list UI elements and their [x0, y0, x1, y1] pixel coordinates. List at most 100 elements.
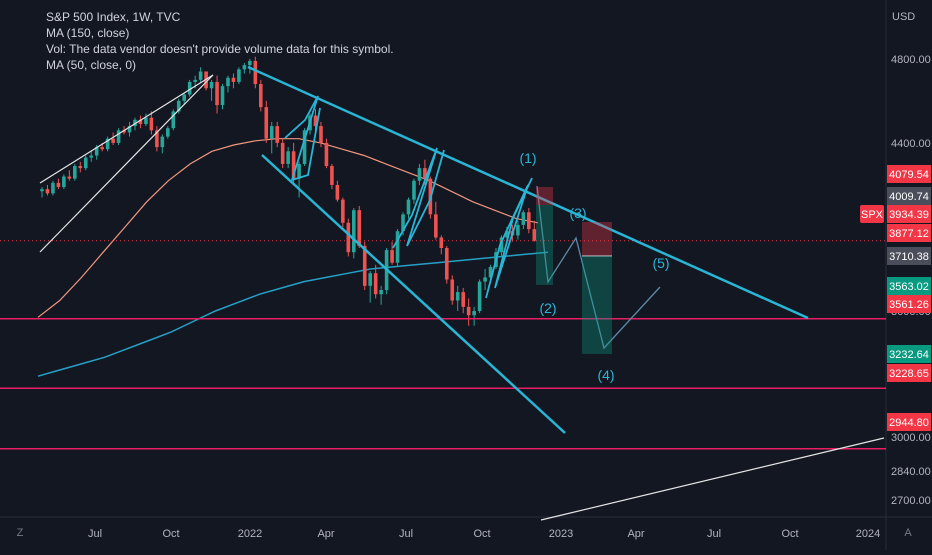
- candle-body: [116, 130, 121, 143]
- drawings: (1) (2) (3) (4) (5): [0, 65, 886, 521]
- moving-averages: [37, 138, 549, 377]
- ma150-legend[interactable]: MA (150, close): [46, 26, 130, 40]
- candle-body: [67, 176, 72, 179]
- symbol-tag: [860, 205, 884, 223]
- candle-body: [319, 126, 323, 143]
- x-tick-label: Jul: [88, 528, 102, 540]
- target-box-2: [582, 256, 612, 354]
- price-tag: [887, 345, 931, 363]
- candle-body: [286, 151, 290, 164]
- timezone-z-button[interactable]: Z: [16, 527, 24, 539]
- price-tag-label: 3563.02: [889, 281, 929, 293]
- candle-body: [40, 189, 44, 192]
- price-tag-label: 2944.80: [889, 417, 929, 429]
- candle-body: [83, 157, 88, 169]
- currency-label: USD: [892, 11, 915, 23]
- price-tag-label: 3232.64: [889, 349, 929, 361]
- candle-body: [220, 86, 225, 106]
- candle-body: [198, 71, 203, 80]
- x-tick-label: Jul: [399, 528, 413, 540]
- rising-line-1: [39, 74, 214, 253]
- candle-body: [56, 182, 61, 188]
- candle-body: [417, 168, 422, 181]
- x-tick-label: 2024: [856, 528, 880, 540]
- price-tag-label: 3934.39: [889, 209, 929, 221]
- candle-body: [395, 231, 400, 263]
- wedge-3: [485, 177, 533, 299]
- candle-body: [373, 273, 378, 295]
- candle-body: [362, 245, 367, 286]
- wave-label: (5): [652, 255, 669, 271]
- ma50-legend[interactable]: MA (50, close, 0): [46, 58, 137, 72]
- candle-body: [313, 115, 318, 127]
- price-tag: [887, 187, 931, 205]
- target-box-1: [536, 205, 553, 285]
- price-tag-label: 3877.12: [889, 228, 929, 240]
- candle-body: [171, 111, 176, 129]
- candle-body: [193, 79, 197, 82]
- candle-body: [122, 130, 126, 133]
- candle-body: [297, 163, 301, 179]
- candle-body: [275, 126, 280, 143]
- candle-body: [472, 311, 476, 316]
- price-tag: [887, 364, 931, 382]
- candle-body: [182, 94, 187, 101]
- candle-body: [439, 237, 444, 248]
- candle-body: [330, 166, 334, 185]
- price-tag: [887, 295, 931, 313]
- y-tick-label: 4800.00: [891, 54, 931, 66]
- candle-body: [291, 151, 296, 179]
- chart-legend: S&P 500 Index, 1W, TVC MA (150, close) V…: [46, 9, 394, 73]
- candle-body: [341, 199, 345, 223]
- price-tag: [887, 277, 931, 295]
- candle-body: [505, 231, 509, 238]
- candle-body: [483, 277, 487, 282]
- candle-body: [466, 306, 471, 316]
- price-tag-label: 3561.26: [889, 299, 929, 311]
- volume-legend[interactable]: Vol: The data vendor doesn't provide vol…: [46, 42, 394, 56]
- candle-body: [94, 147, 99, 156]
- x-tick-label: 2023: [549, 528, 573, 540]
- rising-line-3: [540, 437, 885, 521]
- candle-body: [406, 199, 411, 215]
- candle-body: [51, 182, 55, 194]
- candle-body: [231, 77, 236, 82]
- auto-scale-button[interactable]: A: [904, 527, 912, 539]
- y-tick-label: 2840.00: [891, 466, 931, 478]
- candle-body: [390, 250, 394, 263]
- candle-body: [488, 266, 493, 278]
- candle-body: [45, 189, 50, 194]
- candle-body: [133, 119, 137, 127]
- candle-body: [259, 84, 263, 108]
- candle-body: [176, 100, 181, 112]
- price-tag: [887, 413, 931, 431]
- x-tick-label: Oct: [162, 528, 179, 540]
- candle-body: [379, 290, 383, 295]
- y-tick-label: 3000.00: [891, 432, 931, 444]
- candle-body: [89, 155, 94, 158]
- candle-body: [461, 292, 465, 307]
- ma50-line: [37, 138, 539, 318]
- wave-label: (3): [569, 205, 586, 221]
- symbol-title[interactable]: S&P 500 Index, 1W, TVC: [46, 10, 181, 24]
- candle-body: [401, 214, 405, 232]
- wave-label: (2): [539, 300, 556, 316]
- candle-body: [368, 273, 372, 286]
- candle-body: [73, 166, 77, 179]
- price-tag: [887, 165, 931, 183]
- x-tick-label: Apr: [627, 528, 644, 540]
- x-tick-label: Jul: [707, 528, 721, 540]
- lower-trendline: [261, 154, 566, 434]
- candle-body: [450, 279, 455, 301]
- ma150-line: [37, 251, 549, 377]
- candle-body: [269, 126, 274, 139]
- candle-body: [237, 69, 241, 82]
- stop-box-2: [582, 222, 612, 256]
- candle-body: [264, 107, 269, 139]
- candle-body: [187, 81, 192, 95]
- price-tag-label: 4079.54: [889, 169, 929, 181]
- candle-body: [78, 166, 83, 169]
- symbol-tag-label: SPX: [861, 209, 884, 221]
